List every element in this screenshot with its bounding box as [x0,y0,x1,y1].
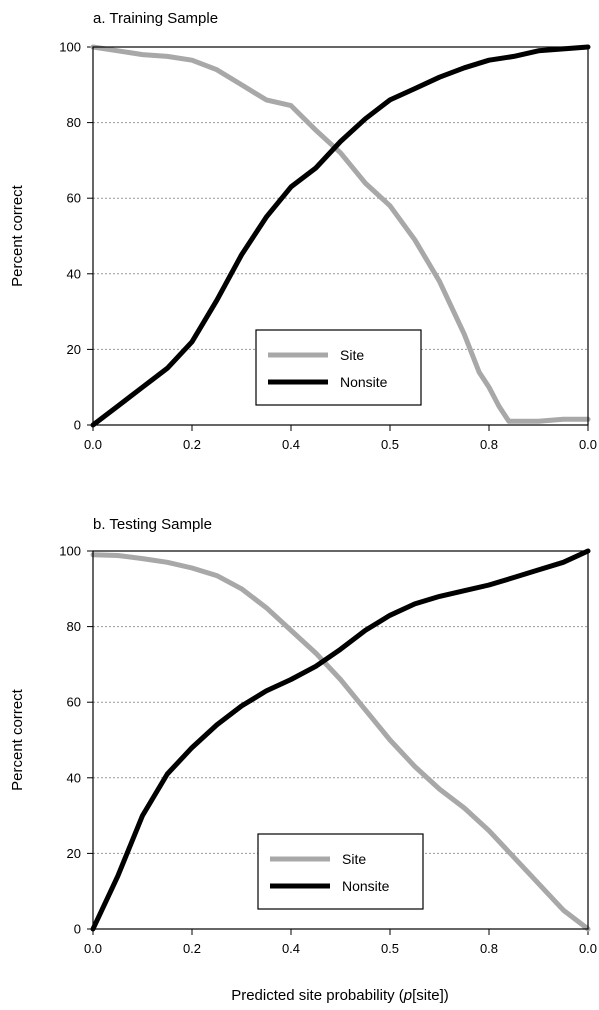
panel-b-ytick-label: 80 [67,619,81,634]
panel-a-xtick-label: 0.4 [282,437,300,452]
panel-a-series-nonsite-line [90,44,591,428]
panel-b-xtick-label: 0.0 [579,941,597,956]
x-axis-label-prefix: Predicted site probability ( [231,987,404,1004]
panel-b-series-site-line [90,552,591,932]
panel-a-ytick-label: 60 [67,191,81,206]
panel-b-legend-nonsite-label: Nonsite [342,878,390,894]
panel-b-xtick-label: 0.0 [84,941,102,956]
panel-b-ytick-label: 40 [67,770,81,785]
panel-a-xtick-label: 0.8 [480,437,498,452]
panel-b: b. Testing Sample Percent correct 0 20 40 6… [9,516,597,956]
panel-a-series-site-line [90,44,591,424]
panel-a-xtick-label: 0.0 [579,437,597,452]
panel-a-legend-box [255,329,422,406]
panel-b-ytick-label: 0 [74,922,81,937]
panel-a-title: a. Training Sample [93,10,218,27]
x-axis-label-suffix: [site]) [412,987,449,1004]
panel-b-legend-site-label: Site [342,851,366,867]
panel-a-ytick-label: 40 [67,266,81,281]
panel-a-xtick-label: 0.0 [84,437,102,452]
panel-a-legend: Site Nonsite [255,329,422,406]
panel-b-series-nonsite-line [90,548,591,932]
panel-b-ytick-label: 60 [67,695,81,710]
panel-b-legend: Site Nonsite [257,833,424,910]
panel-b-xticks: 0.0 0.2 0.4 0.5 0.8 0.0 [84,929,597,956]
shared-x-axis-label: Predicted site probability (p[site]) [231,987,449,1004]
panel-b-gridlines [93,626,588,854]
panel-a-xticks: 0.0 0.2 0.4 0.5 0.8 0.0 [84,425,597,452]
panel-b-ytick-label: 100 [59,544,81,559]
panel-b-xtick-label: 0.5 [381,941,399,956]
panel-a-xtick-label: 0.2 [183,437,201,452]
panel-b-ylabel: Percent correct [9,688,26,791]
panel-a-gridlines [93,122,588,350]
panel-b-series [90,548,591,932]
panel-a-yticks: 0 20 40 60 80 100 [59,40,93,433]
panel-a-plot-frame [92,46,589,426]
x-axis-label-italic: p [403,987,412,1004]
panel-b-title: b. Testing Sample [93,516,212,533]
panel-b-ytick-label: 20 [67,846,81,861]
panel-a-ytick-label: 80 [67,115,81,130]
panel-a-series [90,44,591,428]
panel-a-legend-site-label: Site [340,347,364,363]
panel-b-legend-box [257,833,424,910]
panel-b-yticks: 0 20 40 60 80 100 [59,544,93,937]
panel-a-ylabel: Percent correct [9,184,26,287]
panel-a-ytick-label: 20 [67,342,81,357]
panel-b-xtick-label: 0.2 [183,941,201,956]
panel-b-plot-frame [92,550,589,930]
panel-a-legend-nonsite-label: Nonsite [340,374,388,390]
panel-a-ytick-label: 100 [59,40,81,55]
panel-a-xtick-label: 0.5 [381,437,399,452]
panel-a-ytick-label: 0 [74,418,81,433]
panel-a: a. Training Sample Percent correct 0 20 40… [9,10,597,452]
panel-b-xtick-label: 0.4 [282,941,300,956]
panel-b-xtick-label: 0.8 [480,941,498,956]
